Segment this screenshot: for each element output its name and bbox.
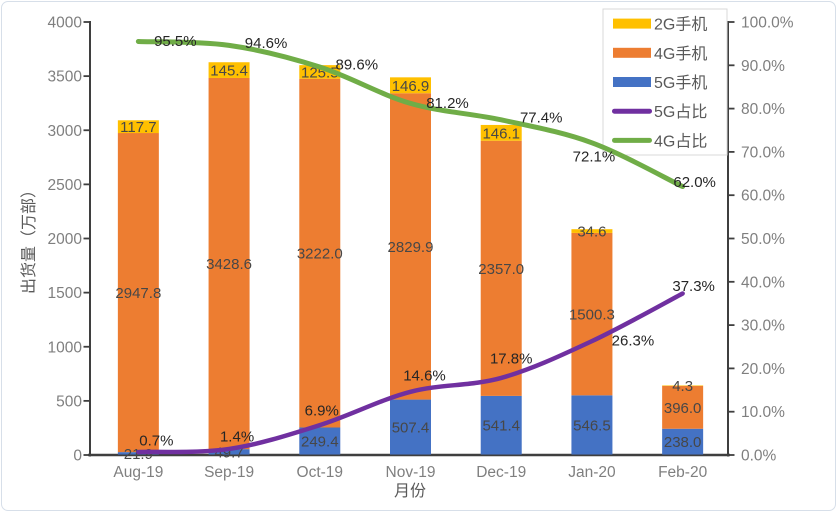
legend-swatch-5g-phone [613, 77, 651, 87]
x-axis-category-label: Aug-19 [113, 464, 163, 481]
right-axis-tick-label: 10.0% [741, 404, 785, 421]
right-axis-tick-label: 20.0% [741, 361, 785, 378]
line-value-label: 14.6% [403, 367, 446, 384]
bar-value-label: 3428.6 [206, 256, 252, 273]
bar-nov-19-4g-phone [390, 93, 431, 400]
left-axis-tick-label: 2500 [48, 177, 83, 194]
legend-swatch-4g-phone [613, 47, 651, 58]
bar-jan-20-4g-phone [571, 232, 613, 396]
bar-value-label: 546.5 [573, 417, 611, 434]
bar-aug-19-4g-phone [117, 133, 159, 453]
bar-nov-19-2g-phone [390, 77, 431, 94]
bar-value-label: 541.4 [482, 418, 520, 435]
bar-feb-20-2g-phone [662, 385, 704, 386]
legend-label-4g-share: 4G占比 [654, 132, 707, 150]
x-axis-category-label: Dec-19 [476, 464, 526, 481]
left-axis-tick-label: 500 [56, 393, 82, 410]
lines-group [135, 38, 686, 455]
bar-value-label: 146.1 [482, 125, 520, 142]
bar-aug-19-2g-phone [117, 120, 159, 134]
right-axis-tick-label: 0.0% [741, 448, 777, 465]
legend-swatch-2g-phone [613, 18, 651, 29]
left-axis-tick-label: 0 [73, 448, 82, 465]
4g-share-line [135, 38, 686, 190]
x-axis-category-label: Oct-19 [297, 464, 344, 481]
bar-sep-19-2g-phone [208, 62, 250, 78]
line-value-label: 89.6% [336, 57, 379, 74]
legend-label-2g-phone: 2G手机 [654, 16, 707, 34]
bar-value-label: 145.4 [210, 63, 248, 80]
left-axis-tick-label: 2000 [48, 231, 83, 248]
right-axis-tick-label: 80.0% [741, 101, 785, 118]
bar-value-label: 3222.0 [297, 246, 343, 263]
bar-jan-20-2g-phone [571, 229, 613, 233]
chart-legend: 2G手机 4G手机 5G手机 5G占比 4G占比 [602, 8, 728, 156]
bar-nov-19-5g-phone [390, 399, 431, 455]
bar-oct-19-5g-phone [299, 427, 341, 455]
legend-swatch-4g-share-line-icon [612, 137, 652, 143]
bar-feb-20-5g-phone [662, 428, 704, 455]
right-axis-tick-label: 70.0% [741, 144, 785, 161]
line-value-label: 0.7% [139, 432, 173, 449]
bar-value-label: 2947.8 [115, 285, 161, 302]
bar-sep-19-5g-phone [208, 449, 250, 455]
line-value-label: 72.1% [573, 148, 616, 165]
line-value-label: 81.2% [426, 95, 469, 112]
bar-dec-19-2g-phone [480, 124, 522, 141]
line-value-label: 62.0% [673, 174, 716, 191]
bar-oct-19-4g-phone [299, 78, 341, 428]
legend-label-5g-phone: 5G手机 [654, 74, 707, 92]
legend-label-4g-phone: 4G手机 [654, 45, 707, 63]
bar-value-label: 238.0 [664, 434, 702, 451]
bar-value-label: 396.0 [664, 400, 702, 417]
x-axis-category-label: Nov-19 [386, 464, 436, 481]
y-axis-title: 出货量（万部） [20, 182, 38, 294]
bar-value-label: 146.9 [392, 78, 430, 95]
bar-feb-20-4g-phone [662, 385, 704, 429]
line-value-label: 17.8% [490, 350, 533, 367]
legend-swatch-5g-share-line-icon [612, 108, 652, 114]
bar-value-label: 2357.0 [478, 261, 524, 278]
left-axis-tick-label: 4000 [48, 15, 83, 32]
bar-value-label: 2829.9 [388, 239, 434, 256]
line-value-label: 1.4% [220, 428, 254, 445]
bar-labels-group: 21.92947.8117.749.73428.6145.4249.43222.… [115, 63, 701, 463]
left-axis-tick-label: 1500 [48, 285, 83, 302]
right-axis-tick-label: 40.0% [741, 274, 785, 291]
bar-jan-20-5g-phone [571, 395, 613, 455]
legend-label-5g-share: 5G占比 [654, 103, 707, 121]
right-axis-tick-label: 60.0% [741, 188, 785, 205]
x-axis-category-label: Feb-20 [658, 464, 707, 481]
left-axis-tick-label: 3500 [48, 69, 83, 86]
line-value-label: 26.3% [612, 333, 655, 350]
right-axis-tick-label: 90.0% [741, 58, 785, 75]
x-axis-category-label: Sep-19 [204, 464, 254, 481]
line-labels-group: 0.7% 1.4% 6.9% 14.6% 17.8% 26.3% 37.3% 95.5% 94.… [139, 33, 716, 449]
x-axis-title: 月份 [394, 482, 426, 500]
bar-dec-19-5g-phone [480, 395, 522, 455]
bar-value-label: 34.6 [577, 224, 606, 241]
axes-group: 4000 3500 3000 2500 2000 1500 1000 500 0 100.0% 90… [48, 15, 794, 482]
line-value-label: 94.6% [245, 35, 288, 52]
right-axis-tick-label: 100.0% [741, 15, 794, 32]
bar-value-label: 1500.3 [569, 307, 615, 324]
right-axis-tick-label: 50.0% [741, 231, 785, 248]
5g-share-line [136, 291, 685, 455]
bar-value-label: 4.3 [672, 378, 693, 395]
bar-dec-19-4g-phone [480, 140, 522, 396]
left-axis-tick-label: 1000 [48, 339, 83, 356]
x-axis-category-label: Jan-20 [568, 464, 616, 481]
line-value-label: 6.9% [305, 403, 339, 420]
bar-sep-19-4g-phone [208, 77, 250, 450]
bar-value-label: 249.4 [301, 434, 339, 451]
line-value-label: 77.4% [520, 109, 563, 126]
right-axis-tick-label: 30.0% [741, 318, 785, 335]
line-value-label: 37.3% [672, 278, 715, 295]
bar-value-label: 117.7 [120, 119, 156, 136]
bar-value-label: 507.4 [392, 420, 430, 437]
left-axis-tick-label: 3000 [48, 123, 83, 140]
line-value-label: 95.5% [154, 33, 197, 50]
